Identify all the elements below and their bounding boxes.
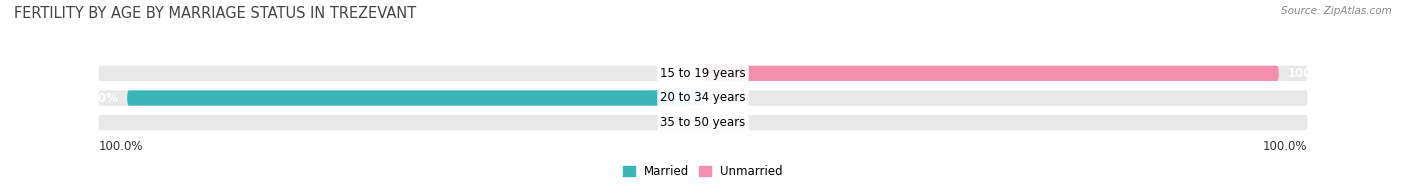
FancyBboxPatch shape xyxy=(127,90,703,106)
FancyBboxPatch shape xyxy=(98,115,1308,130)
Text: 0.0%: 0.0% xyxy=(659,116,689,129)
Text: FERTILITY BY AGE BY MARRIAGE STATUS IN TREZEVANT: FERTILITY BY AGE BY MARRIAGE STATUS IN T… xyxy=(14,6,416,21)
Text: Source: ZipAtlas.com: Source: ZipAtlas.com xyxy=(1281,6,1392,16)
FancyBboxPatch shape xyxy=(703,66,1279,81)
Legend: Married, Unmarried: Married, Unmarried xyxy=(619,160,787,183)
Text: 0.0%: 0.0% xyxy=(717,116,747,129)
Text: 100.0%: 100.0% xyxy=(1288,67,1336,80)
Text: 100.0%: 100.0% xyxy=(98,140,143,153)
FancyBboxPatch shape xyxy=(98,90,1308,106)
Text: 100.0%: 100.0% xyxy=(70,92,118,104)
Text: 35 to 50 years: 35 to 50 years xyxy=(661,116,745,129)
Text: 0.0%: 0.0% xyxy=(717,92,747,104)
Text: 0.0%: 0.0% xyxy=(659,67,689,80)
Text: 15 to 19 years: 15 to 19 years xyxy=(661,67,745,80)
Text: 100.0%: 100.0% xyxy=(1263,140,1308,153)
Text: 20 to 34 years: 20 to 34 years xyxy=(661,92,745,104)
FancyBboxPatch shape xyxy=(98,66,1308,81)
